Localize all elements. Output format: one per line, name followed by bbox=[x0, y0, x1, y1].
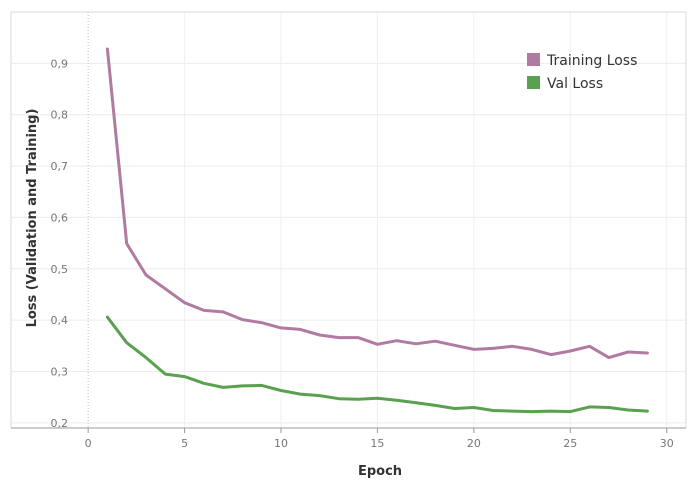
x-tick-label: 10 bbox=[274, 437, 288, 450]
legend-label-val-loss[interactable]: Val Loss bbox=[547, 76, 603, 92]
y-tick-label: 0,5 bbox=[51, 263, 69, 276]
y-tick-label: 0,6 bbox=[51, 211, 69, 224]
y-tick-label: 0,9 bbox=[51, 57, 69, 70]
legend-label-training-loss[interactable]: Training Loss bbox=[546, 53, 637, 69]
x-tick-label: 20 bbox=[467, 437, 481, 450]
x-tick-label: 0 bbox=[85, 437, 92, 450]
grid bbox=[11, 12, 686, 428]
training-loss-line bbox=[105, 47, 649, 360]
x-tick-label: 5 bbox=[181, 437, 188, 450]
y-tick-label: 0,4 bbox=[51, 314, 69, 327]
y-tick-label: 0,7 bbox=[51, 160, 69, 173]
legend[interactable]: Training Loss Val Loss bbox=[527, 53, 637, 92]
y-tick-label: 0,2 bbox=[51, 417, 69, 430]
series-lines bbox=[105, 47, 649, 414]
y-tick-label: 0,3 bbox=[51, 366, 69, 379]
val-loss-line bbox=[105, 315, 649, 414]
x-axis-title: Epoch bbox=[358, 464, 402, 479]
x-tick-label: 25 bbox=[563, 437, 577, 450]
axes: 0,2 0,3 0,4 0,5 0,6 0,7 0,8 0,9 0 5 10 15 20 25 30 bbox=[10, 11, 687, 450]
legend-swatch-val-loss[interactable] bbox=[527, 76, 540, 89]
legend-swatch-training-loss[interactable] bbox=[527, 53, 540, 66]
x-tick-label: 30 bbox=[660, 437, 674, 450]
y-tick-label: 0,8 bbox=[51, 109, 69, 122]
y-axis-title: Loss (Validation and Training) bbox=[25, 109, 40, 328]
x-tick-label: 15 bbox=[370, 437, 384, 450]
